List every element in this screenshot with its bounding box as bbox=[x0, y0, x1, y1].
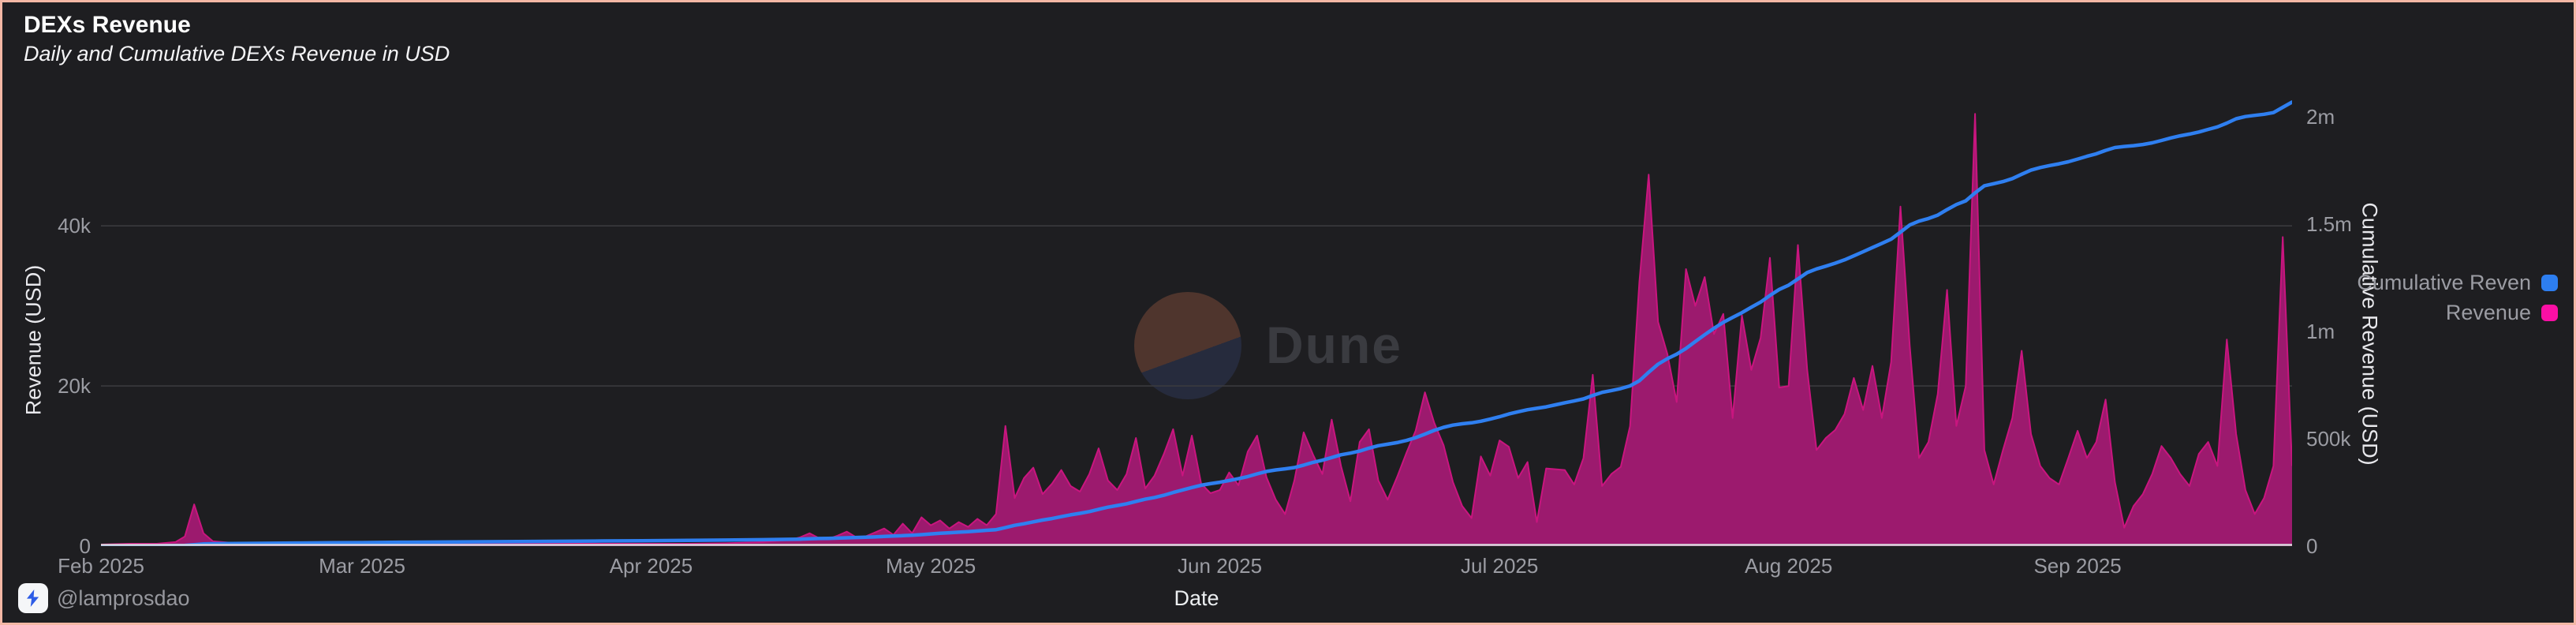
x-axis-tick-label: Jun 2025 bbox=[1178, 554, 1262, 578]
dune-chart-card: DEXs Revenue Daily and Cumulative DEXs R… bbox=[0, 0, 2576, 625]
y-axis-left-title: Revenue (USD) bbox=[22, 265, 47, 416]
y-axis-left-tick-label: 20k bbox=[2, 374, 91, 398]
legend-item-revenue[interactable]: Revenue bbox=[2446, 298, 2558, 327]
y-axis-right-title: Cumulative Revenue (USD) bbox=[2358, 202, 2382, 465]
legend: Cumulative Reven Revenue bbox=[2357, 268, 2558, 327]
lamprosdao-logo-icon bbox=[18, 583, 48, 613]
legend-item-cumulative-revenue[interactable]: Cumulative Reven bbox=[2357, 268, 2558, 298]
legend-label-revenue: Revenue bbox=[2446, 301, 2531, 325]
chart-plot-area[interactable] bbox=[101, 50, 2292, 546]
x-axis-title: Date bbox=[1174, 586, 1219, 611]
legend-swatch-cumulative-revenue-icon bbox=[2541, 275, 2558, 291]
x-axis-tick-label: May 2025 bbox=[886, 554, 976, 578]
revenue-area-series bbox=[101, 114, 2292, 546]
x-axis-tick-label: Aug 2025 bbox=[1745, 554, 1832, 578]
x-axis-tick-label: Feb 2025 bbox=[58, 554, 144, 578]
author-badge[interactable]: @lamprosdao bbox=[18, 583, 190, 613]
x-axis-tick-label: Apr 2025 bbox=[610, 554, 693, 578]
legend-label-cumulative-revenue: Cumulative Reven bbox=[2357, 271, 2531, 295]
x-axis-tick-label: Jul 2025 bbox=[1461, 554, 1538, 578]
page-title: DEXs Revenue bbox=[24, 12, 191, 39]
y-axis-right-tick-label: 2m bbox=[2306, 105, 2335, 129]
x-axis-tick-label: Sep 2025 bbox=[2033, 554, 2121, 578]
y-axis-left-tick-label: 40k bbox=[2, 214, 91, 238]
y-axis-right-tick-label: 0 bbox=[2306, 534, 2317, 558]
y-axis-right-tick-label: 1.5m bbox=[2306, 212, 2352, 236]
y-axis-right-tick-label: 500k bbox=[2306, 427, 2350, 451]
y-axis-right-tick-label: 1m bbox=[2306, 320, 2335, 343]
author-handle: @lamprosdao bbox=[57, 586, 190, 611]
legend-swatch-revenue-icon bbox=[2541, 305, 2558, 321]
x-axis-tick-label: Mar 2025 bbox=[319, 554, 405, 578]
